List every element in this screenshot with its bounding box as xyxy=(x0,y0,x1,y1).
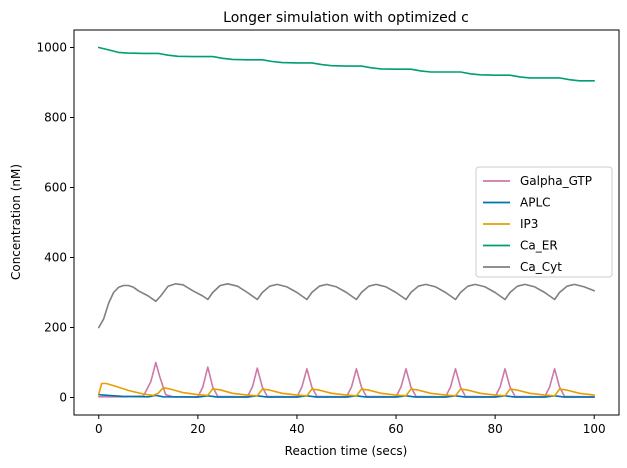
series-line-ca-cyt xyxy=(98,283,595,329)
y-tick-label: 400 xyxy=(44,251,67,265)
y-axis-label: Concentration (nM) xyxy=(9,164,23,280)
y-tick-label: 200 xyxy=(44,321,67,335)
y-tick-label: 0 xyxy=(59,391,67,405)
legend-label: APLC xyxy=(520,196,551,210)
x-tick-label: 40 xyxy=(289,422,304,436)
y-tick-label: 800 xyxy=(44,111,67,125)
legend: Galpha_GTP APLC IP3 Ca_ER Ca_Cyt xyxy=(475,166,613,278)
x-tick-label: 60 xyxy=(388,422,403,436)
series-line-ca-er xyxy=(98,46,595,82)
y-tick-label: 1000 xyxy=(36,41,67,55)
legend-label: Ca_Cyt xyxy=(520,260,562,274)
x-tick-label: 100 xyxy=(583,422,606,436)
x-tick-label: 0 xyxy=(95,422,103,436)
x-axis: 0 20 40 60 80 100 xyxy=(95,415,606,436)
series-layer xyxy=(98,46,595,398)
x-tick-label: 20 xyxy=(190,422,205,436)
x-tick-label: 80 xyxy=(487,422,502,436)
legend-label: IP3 xyxy=(520,217,538,231)
legend-label: Ca_ER xyxy=(520,239,558,253)
chart-title: Longer simulation with optimized c xyxy=(223,10,469,26)
legend-box xyxy=(475,166,613,278)
y-axis: 0 200 400 600 800 1000 xyxy=(36,41,74,405)
series-line-ip3 xyxy=(98,382,595,397)
x-axis-label: Reaction time (secs) xyxy=(285,444,408,458)
y-tick-label: 600 xyxy=(44,181,67,195)
legend-label: Galpha_GTP xyxy=(520,174,592,188)
